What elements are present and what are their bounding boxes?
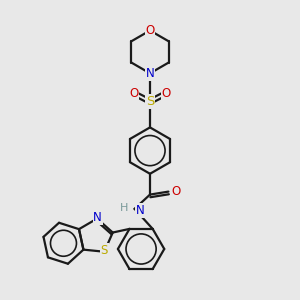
- Text: H: H: [120, 203, 128, 213]
- Text: N: N: [93, 212, 102, 224]
- Text: N: N: [146, 67, 154, 80]
- Text: N: N: [136, 204, 145, 217]
- Text: S: S: [146, 95, 154, 108]
- Text: O: O: [162, 87, 171, 100]
- Text: O: O: [129, 87, 138, 100]
- Text: O: O: [171, 185, 181, 198]
- Text: S: S: [100, 244, 108, 257]
- Text: O: O: [146, 24, 154, 37]
